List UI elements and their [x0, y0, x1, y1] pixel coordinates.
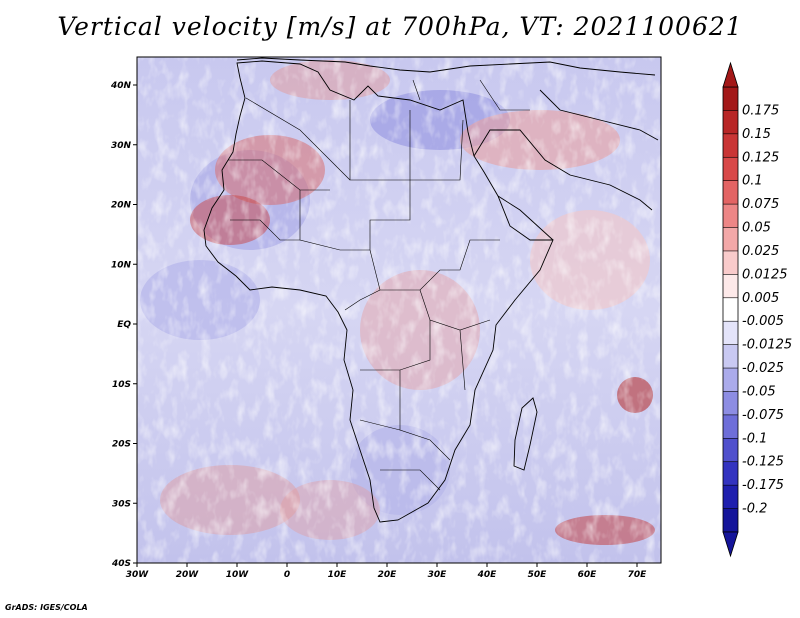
- lat-tick-label: 30S: [112, 499, 131, 509]
- plot-frame: [136, 56, 662, 564]
- colorbar-swatch: [723, 414, 738, 439]
- colorbar-tick-label: 0.075: [742, 197, 779, 212]
- lon-tick-label: 0: [284, 570, 290, 580]
- colorbar: 0.175 0.15 0.125 0.1 0.075 0.05 0.025 0.0125 0.0…: [722, 61, 792, 558]
- lon-tick-label: 30E: [428, 570, 448, 580]
- lat-tick-label: 10N: [111, 260, 132, 270]
- lon-tick-label: 30W: [126, 570, 150, 580]
- colorbar-swatch: [723, 87, 738, 111]
- latitude-axis: 40N 30N 20N 10N EQ 10S 20S 30S 40S: [110, 81, 137, 569]
- colorbar-tick-label: -0.2: [742, 502, 767, 517]
- colorbar-tick-label: -0.075: [742, 408, 784, 423]
- colorbar-tick-label: -0.05: [742, 384, 776, 399]
- colorbar-tick-label: -0.0125: [742, 338, 792, 353]
- colorbar-tick-label: -0.025: [742, 361, 784, 376]
- colorbar-tick-label: 0.125: [742, 150, 779, 165]
- colorbar-swatch: [723, 110, 738, 135]
- lat-tick-label: EQ: [117, 320, 131, 330]
- colorbar-tick-label: 0.0125: [742, 267, 788, 282]
- colorbar-tick-label: 0.025: [742, 244, 779, 259]
- colorbar-swatch: [723, 508, 738, 533]
- lat-tick-label: 20S: [112, 440, 131, 450]
- colorbar-swatch: [723, 250, 738, 275]
- colorbar-swatch: [723, 485, 738, 509]
- colorbar-swatch: [723, 157, 738, 181]
- country-borders: [228, 79, 530, 491]
- colorbar-swatch: [723, 227, 738, 252]
- colorbar-tick-label: -0.175: [742, 478, 784, 493]
- colorbar-swatch: [723, 321, 738, 345]
- lat-tick-label: 10S: [112, 380, 131, 390]
- credit-text: GrADS: IGES/COLA: [5, 603, 88, 612]
- colorbar-swatch: [723, 461, 738, 486]
- lon-tick-label: 70E: [628, 570, 648, 580]
- colorbar-min-arrow: [722, 531, 739, 558]
- chart-title: Vertical velocity [m/s] at 700hPa, VT: 2…: [57, 12, 743, 41]
- colorbar-tick-label: 0.15: [742, 127, 771, 142]
- colorbar-tick-label: 0.175: [742, 103, 779, 118]
- colorbar-tick-label: 0.005: [742, 291, 779, 306]
- colorbar-swatch: [723, 391, 738, 416]
- lon-tick-label: 10E: [328, 570, 348, 580]
- colorbar-swatch: [723, 133, 738, 158]
- coastlines: [203, 57, 659, 523]
- lat-tick-label: 40S: [111, 559, 131, 569]
- colorbar-tick-label: 0.05: [742, 221, 771, 236]
- colorbar-tick-label: -0.125: [742, 455, 784, 470]
- lon-tick-label: 20W: [176, 570, 200, 580]
- lat-tick-label: 40N: [110, 81, 132, 91]
- lat-tick-label: 30N: [111, 141, 132, 151]
- colorbar-swatch: [723, 368, 738, 392]
- colorbar-swatch: [723, 438, 738, 463]
- velocity-field: [137, 57, 661, 563]
- colorbar-swatch: [723, 204, 738, 228]
- lon-tick-label: 10W: [226, 570, 250, 580]
- longitude-axis: 30W 20W 10W 0 10E 20E 30E 40E 50E 60E 70E: [126, 563, 647, 580]
- colorbar-tick-label: 0.1: [742, 174, 763, 189]
- colorbar-max-arrow: [722, 61, 739, 88]
- colorbar-tick-label: -0.005: [742, 314, 784, 329]
- colorbar-swatch: [723, 274, 738, 299]
- colorbar-tick-label: -0.1: [742, 431, 767, 446]
- lon-tick-label: 20E: [378, 570, 398, 580]
- lat-tick-label: 20N: [111, 201, 132, 211]
- lon-tick-label: 40E: [477, 570, 498, 580]
- lon-tick-label: 60E: [578, 570, 598, 580]
- colorbar-swatch: [723, 297, 738, 322]
- lon-tick-label: 50E: [528, 570, 548, 580]
- colorbar-swatch: [723, 344, 738, 369]
- colorbar-swatch: [723, 180, 738, 205]
